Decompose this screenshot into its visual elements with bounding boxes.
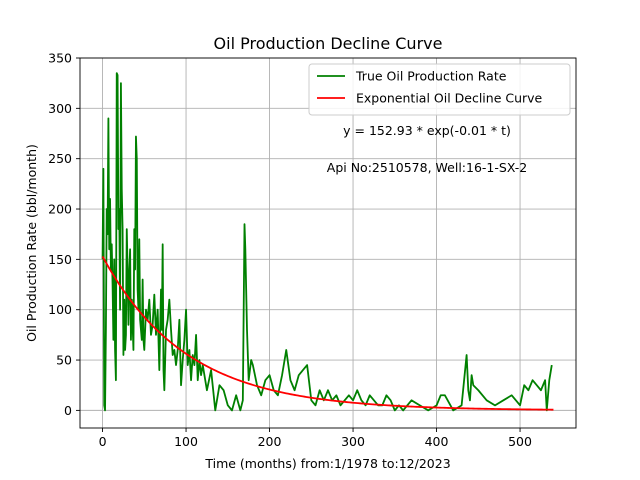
y-tick-label: 300 — [48, 101, 72, 116]
legend-box — [308, 63, 571, 116]
axis-ticks: 0 100 200 300 400 500 0 50 100 150 200 250 300 350 — [48, 51, 532, 450]
series-line-exponential-decline-curve — [101, 255, 554, 411]
series-layer — [101, 72, 554, 412]
x-tick-label: 0 — [99, 434, 107, 449]
y-axis-label: Oil Production Rate (bbl/month) — [24, 144, 39, 342]
x-tick-label: 300 — [341, 434, 365, 449]
x-tick-label: 500 — [508, 434, 532, 449]
y-tick-label: 150 — [48, 252, 72, 267]
y-tick-label: 250 — [48, 151, 72, 166]
legend: True Oil Production Rate Exponential Oil… — [308, 63, 571, 116]
legend-label-exponential-curve: Exponential Oil Decline Curve — [356, 91, 543, 106]
x-tick-label: 100 — [174, 434, 198, 449]
plot-frame — [79, 57, 577, 429]
y-tick-label: 350 — [48, 51, 72, 66]
x-axis-label: Time (months) from:1/1978 to:12/2023 — [204, 456, 450, 471]
series-line-true-oil-production-rate — [101, 72, 553, 412]
well-annotation: Api No:2510578, Well:16-1-SX-2 — [327, 160, 527, 175]
chart-title: Oil Production Decline Curve — [214, 34, 443, 53]
x-tick-label: 400 — [425, 434, 449, 449]
y-tick-label: 0 — [64, 403, 72, 418]
y-tick-label: 50 — [56, 353, 72, 368]
y-tick-label: 100 — [48, 302, 72, 317]
x-tick-label: 200 — [258, 434, 282, 449]
legend-label-true-rate: True Oil Production Rate — [355, 69, 507, 84]
equation-annotation: y = 152.93 * exp(-0.01 * t) — [343, 123, 511, 138]
y-tick-label: 200 — [48, 202, 72, 217]
